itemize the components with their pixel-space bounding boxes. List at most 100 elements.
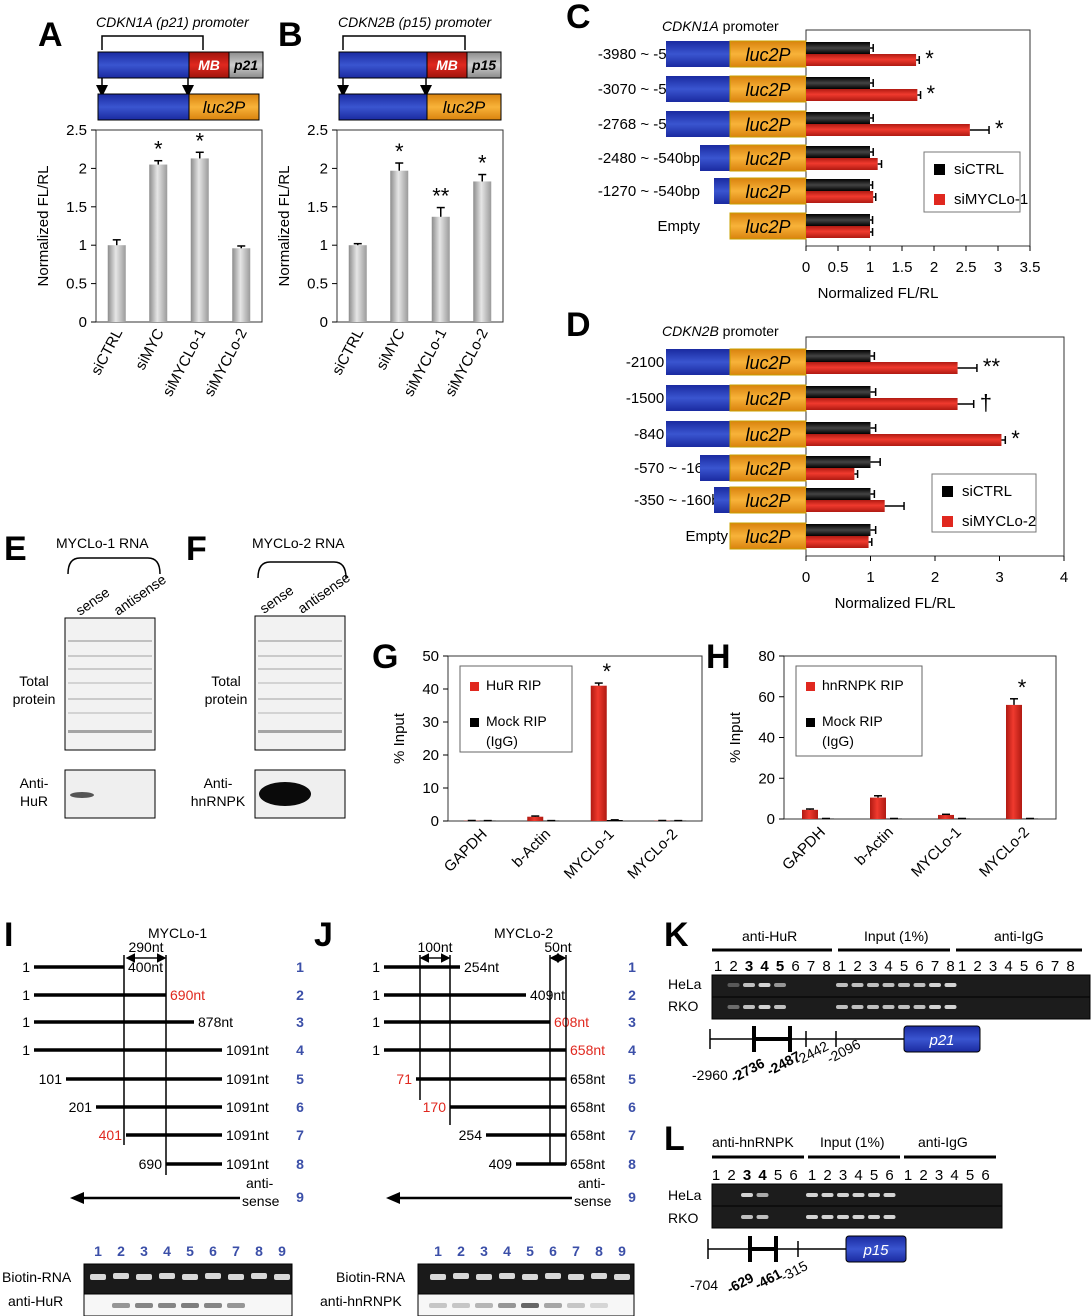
promoter-fragment [666, 349, 730, 375]
construct-number: 9 [628, 1189, 636, 1205]
luc-box [729, 454, 807, 482]
promoter-box-a [97, 51, 190, 79]
y-tick-label: 2 [320, 160, 328, 177]
antisense-arrowhead [386, 1192, 400, 1204]
panel-d: D CDKN2B promoter 0 1 2 3 4 Normalized FL/RL -… [566, 306, 1068, 612]
pos-k-1: -2960 [692, 1067, 728, 1083]
legend-swatch [934, 164, 945, 175]
significance-mark: * [925, 46, 934, 71]
bar [232, 248, 251, 322]
pcr-band [821, 1215, 834, 1219]
biotin-band [90, 1274, 106, 1280]
luc-box [729, 110, 807, 138]
luc-label: luc2P [745, 80, 790, 100]
legend-label: (IgG) [486, 733, 518, 749]
pcr-band [741, 1215, 753, 1219]
y-tick-label: 1 [79, 237, 87, 254]
biotin-band [453, 1273, 469, 1279]
promoter-fragment [666, 41, 730, 67]
construct-number: 1 [628, 959, 636, 975]
promoter-fragment [666, 111, 730, 137]
panel-letter-j: J [314, 916, 333, 954]
pcr-band [868, 1193, 880, 1197]
bar [806, 488, 871, 500]
significance-mark: ** [432, 184, 450, 209]
construct-end: 1091nt [226, 1042, 269, 1058]
protein-band [135, 1303, 153, 1308]
construct-number: 4 [296, 1042, 304, 1058]
legend-label: Mock RIP [822, 713, 883, 729]
gel-bands-l [741, 1193, 896, 1219]
lane-antisense-e: antisense [111, 571, 169, 619]
y-tick-label: 60 [758, 689, 775, 706]
biotin-band [591, 1273, 607, 1279]
x-tick-label: GAPDH [441, 826, 491, 876]
group2-k: Input (1%) [864, 928, 929, 944]
construct-start: 401 [99, 1127, 123, 1143]
chart-h: 0 20 40 60 80 % Input GAPDH b-Actin MYCLo-1 * MYCL… [727, 648, 1057, 881]
pcr-band [774, 1005, 786, 1009]
protein-band [181, 1303, 199, 1308]
pcr-band [727, 983, 740, 987]
construct-number: 7 [296, 1127, 304, 1143]
promoter-label-d: CDKN2B promoter [662, 323, 779, 339]
x-tick-label: MYCLo-1 [561, 826, 618, 883]
construct-start: 1 [22, 1042, 30, 1058]
x-tick-label: 0 [802, 259, 810, 276]
chart-b: 0 0.5 1 1.5 2 2.5 Normalized FL/RL siCTRL * siMYC… [276, 122, 504, 399]
legend-label: Mock RIP [486, 713, 547, 729]
biotin-band [614, 1274, 630, 1280]
protein-band [475, 1303, 493, 1308]
pcr-band [806, 1193, 818, 1197]
bar [806, 214, 870, 226]
x-tick-label: siMYCLo-2 [201, 326, 251, 399]
construct-end: 658nt [570, 1071, 605, 1087]
construct-start: 101 [39, 1071, 63, 1087]
construct-end: 1091nt [226, 1071, 269, 1087]
y-tick-label: 10 [422, 780, 439, 797]
bands-i [90, 1273, 290, 1308]
biotin-band [113, 1273, 129, 1279]
construct-start: 1 [372, 1014, 380, 1030]
hur-band-e [70, 792, 94, 798]
panel-letter-c: C [566, 0, 591, 36]
lane-number: 3 [935, 1167, 943, 1184]
group2-l: Input (1%) [820, 1134, 885, 1150]
bar [590, 685, 607, 821]
construct-number: 8 [296, 1156, 304, 1172]
span-label: 100nt [417, 939, 452, 955]
y-tick-label: 2.5 [66, 122, 87, 139]
lane-number: 9 [618, 1243, 626, 1259]
pos-k-2: -2736 [728, 1055, 767, 1086]
gel-bands-k [727, 983, 957, 1009]
lane-number: 7 [572, 1243, 580, 1259]
bar [806, 54, 917, 66]
x-tick-label: 1 [866, 259, 874, 276]
bar [1006, 704, 1022, 819]
lane-sense-e: sense [73, 584, 113, 619]
lane-number: 1 [904, 1167, 912, 1184]
promoter-fragment [700, 455, 730, 481]
pcr-band [756, 1215, 769, 1219]
title-i: MYCLo-1 [148, 925, 207, 941]
row2-label-j: anti-hnRNPK [320, 1293, 402, 1309]
panel-letter-l: L [664, 1120, 685, 1158]
lane-number: 5 [1020, 958, 1028, 975]
pcr-band [837, 1215, 849, 1219]
protein-bands-e [68, 640, 152, 733]
y-tick-label: 0 [320, 314, 328, 331]
x-tick-label: 0.5 [828, 259, 849, 276]
protein-bands-f [258, 640, 342, 733]
lane-number: 3 [743, 1167, 751, 1184]
total-protein-label-e: Total protein [13, 673, 56, 707]
y-tick-label: 0 [79, 314, 87, 331]
construct-number: 7 [628, 1127, 636, 1143]
lane-number: 6 [885, 1167, 893, 1184]
x-tick-label: MYCLo-1 [908, 824, 965, 881]
lane-number: 4 [950, 1167, 958, 1184]
y-tick-label: 1 [320, 237, 328, 254]
pos-k-5: -2096 [824, 1036, 863, 1067]
x-tick-label: b-Actin [852, 824, 897, 869]
x-tick-label: 3 [994, 259, 1002, 276]
